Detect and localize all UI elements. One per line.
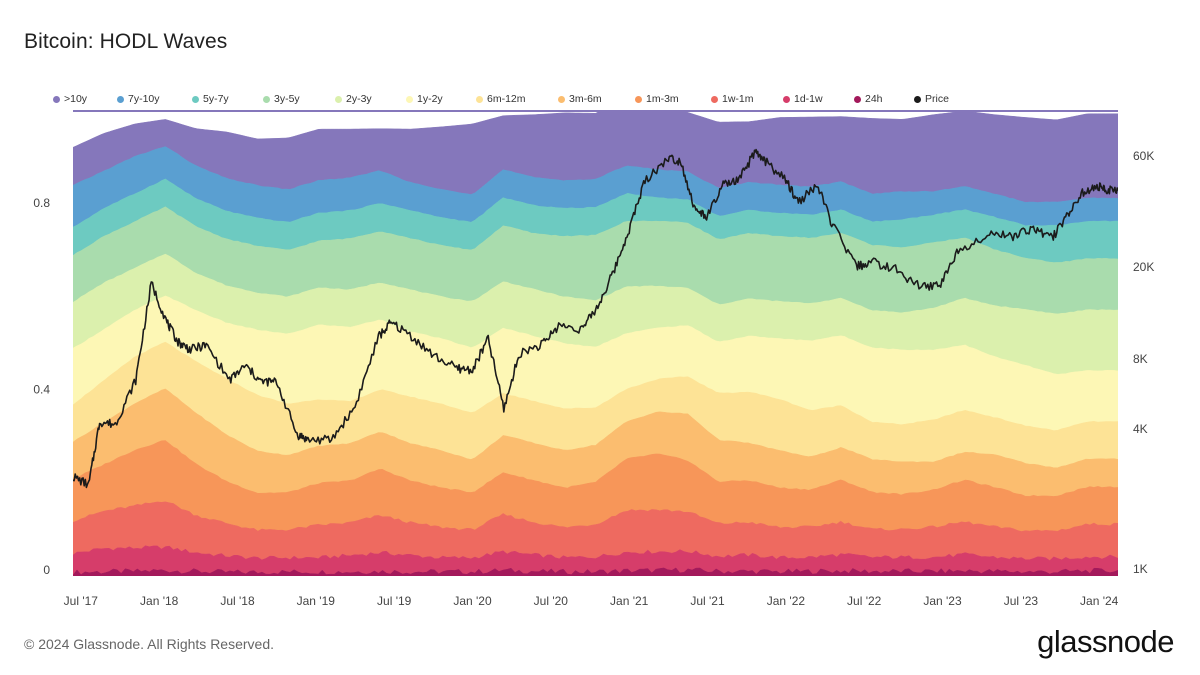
legend-item[interactable]: 3y-5y	[263, 93, 335, 105]
legend-label: 5y-7y	[203, 93, 229, 105]
legend-item[interactable]: 5y-7y	[192, 93, 263, 105]
y-left-tick-label: 0.4	[33, 383, 50, 397]
legend-dot-icon	[406, 95, 413, 103]
y-right-tick-label: 8K	[1133, 352, 1148, 366]
x-tick-label: Jan '19	[297, 594, 336, 608]
legend-label: 1w-1m	[722, 93, 754, 105]
legend-item[interactable]: Price	[914, 93, 964, 105]
x-tick-label: Jan '18	[140, 594, 179, 608]
legend-label: 1y-2y	[417, 93, 443, 105]
legend-label: Price	[925, 93, 949, 105]
legend-label: 3m-6m	[569, 93, 602, 105]
legend-dot-icon	[783, 95, 790, 103]
x-tick-label: Jul '20	[534, 594, 569, 608]
legend-dot-icon	[263, 95, 270, 103]
legend-item[interactable]: 1m-3m	[635, 93, 711, 105]
x-tick-label: Jan '22	[767, 594, 806, 608]
legend-item[interactable]: 3m-6m	[558, 93, 635, 105]
legend-item[interactable]: 1y-2y	[406, 93, 476, 105]
chart-title: Bitcoin: HODL Waves	[24, 30, 228, 53]
y-left-tick-label: 0	[43, 563, 50, 577]
x-tick-label: Jan '20	[453, 594, 492, 608]
y-right-tick-label: 20K	[1133, 260, 1154, 274]
legend-label: 7y-10y	[128, 93, 160, 105]
legend-dot-icon	[635, 95, 642, 103]
legend-label: 3y-5y	[274, 93, 300, 105]
y-right-tick-label: 60K	[1133, 149, 1154, 163]
copyright-footer: © 2024 Glassnode. All Rights Reserved.	[24, 636, 275, 652]
legend-label: 24h	[865, 93, 883, 105]
legend-dot-icon	[53, 95, 60, 103]
legend-item[interactable]: >10y	[53, 93, 117, 105]
x-tick-label: Jan '23	[923, 594, 962, 608]
x-tick-label: Jul '18	[220, 594, 255, 608]
legend-item[interactable]: 1d-1w	[783, 93, 854, 105]
hodl-waves-chart: Jul '17 Jan '18 Jul '18 Jan '19 Jul '19 Jan '…	[33, 110, 1154, 608]
x-tick-label: Jan '21	[610, 594, 649, 608]
legend-dot-icon	[854, 95, 861, 103]
legend-dot-icon	[558, 95, 565, 103]
brand-logo: glassnode	[1037, 624, 1174, 659]
x-tick-label: Jul '19	[377, 594, 412, 608]
y-right-tick-label: 4K	[1133, 422, 1148, 436]
legend-item[interactable]: 6m-12m	[476, 93, 558, 105]
x-tick-label: Jul '22	[847, 594, 882, 608]
legend-dot-icon	[914, 95, 921, 103]
legend-label: 1m-3m	[646, 93, 679, 105]
x-tick-label: Jan '24	[1080, 594, 1119, 608]
x-tick-label: Jul '23	[1004, 594, 1039, 608]
legend-dot-icon	[335, 95, 342, 103]
legend-dot-icon	[711, 95, 718, 103]
area-top-fill	[73, 110, 1118, 112]
area-24h	[73, 567, 1118, 576]
legend-label: 2y-3y	[346, 93, 372, 105]
x-tick-label: Jul '17	[64, 594, 99, 608]
legend-label: 1d-1w	[794, 93, 823, 105]
x-tick-label: Jul '21	[690, 594, 725, 608]
price-line	[73, 148, 1118, 489]
legend-item[interactable]: 7y-10y	[117, 93, 192, 105]
y-right-tick-label: 1K	[1133, 562, 1148, 576]
legend-item[interactable]: 24h	[854, 93, 914, 105]
chart-legend: >10y 7y-10y 5y-7y 3y-5y 2y-3y 1y-2y 6m-12m 3m-6…	[53, 93, 964, 105]
legend-dot-icon	[117, 95, 124, 103]
legend-label: 6m-12m	[487, 93, 526, 105]
legend-label: >10y	[64, 93, 88, 105]
legend-item[interactable]: 2y-3y	[335, 93, 406, 105]
legend-item[interactable]: 1w-1m	[711, 93, 783, 105]
y-left-tick-label: 0.8	[33, 196, 50, 210]
legend-dot-icon	[192, 95, 199, 103]
legend-dot-icon	[476, 95, 483, 103]
